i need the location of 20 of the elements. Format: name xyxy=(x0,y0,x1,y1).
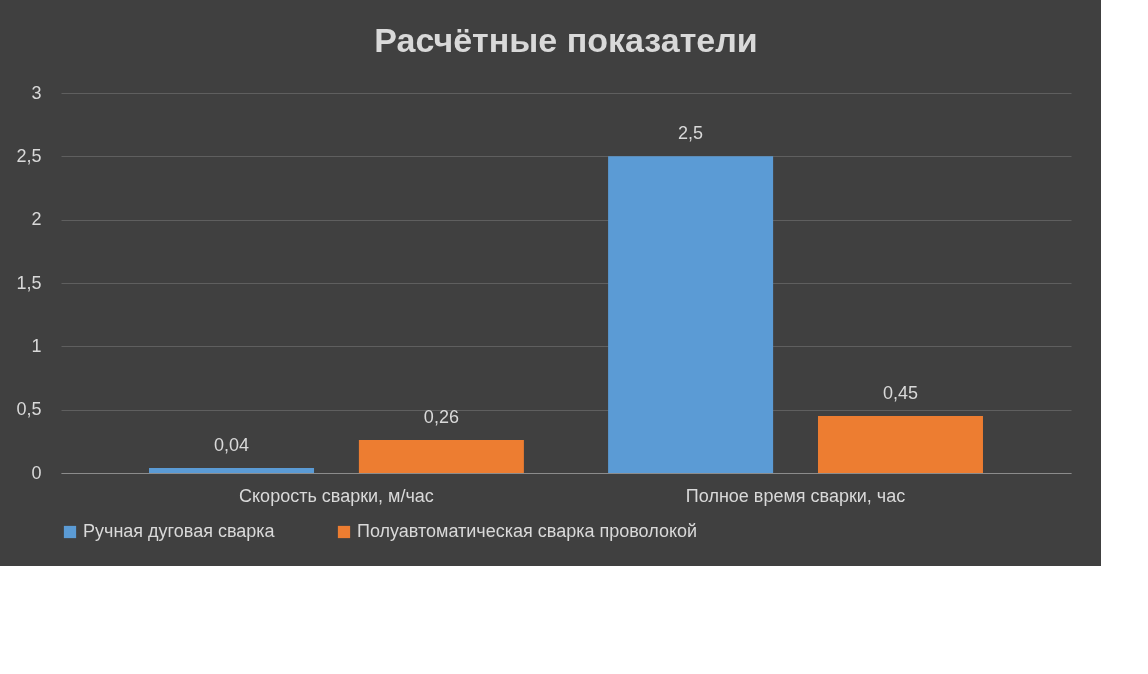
y-tick-label: 0,5 xyxy=(16,399,42,420)
y-tick-label: 1,5 xyxy=(16,272,42,293)
y-tick-label: 0 xyxy=(31,462,42,483)
y-tick-label: 2 xyxy=(31,209,42,230)
x-tick-label: Полное время сварки, час xyxy=(685,485,906,506)
bar xyxy=(149,467,315,473)
bar xyxy=(608,156,774,473)
y-tick-label: 3 xyxy=(31,82,42,103)
data-label: 0,04 xyxy=(214,434,250,455)
data-label: 2,5 xyxy=(678,123,704,144)
bar xyxy=(358,440,524,473)
chart-title: Расчётные показатели xyxy=(374,21,758,59)
x-tick-label: Скорость сварки, м/час xyxy=(239,485,434,506)
y-tick-label: 2,5 xyxy=(16,145,42,166)
legend-label: Полуавтоматическая сварка проволокой xyxy=(357,521,698,541)
y-tick-label: 1 xyxy=(31,335,42,356)
bar xyxy=(817,416,983,473)
data-label: 0,26 xyxy=(423,407,459,428)
legend-label: Ручная дуговая сварка xyxy=(83,521,276,541)
data-label: 0,45 xyxy=(882,383,918,403)
